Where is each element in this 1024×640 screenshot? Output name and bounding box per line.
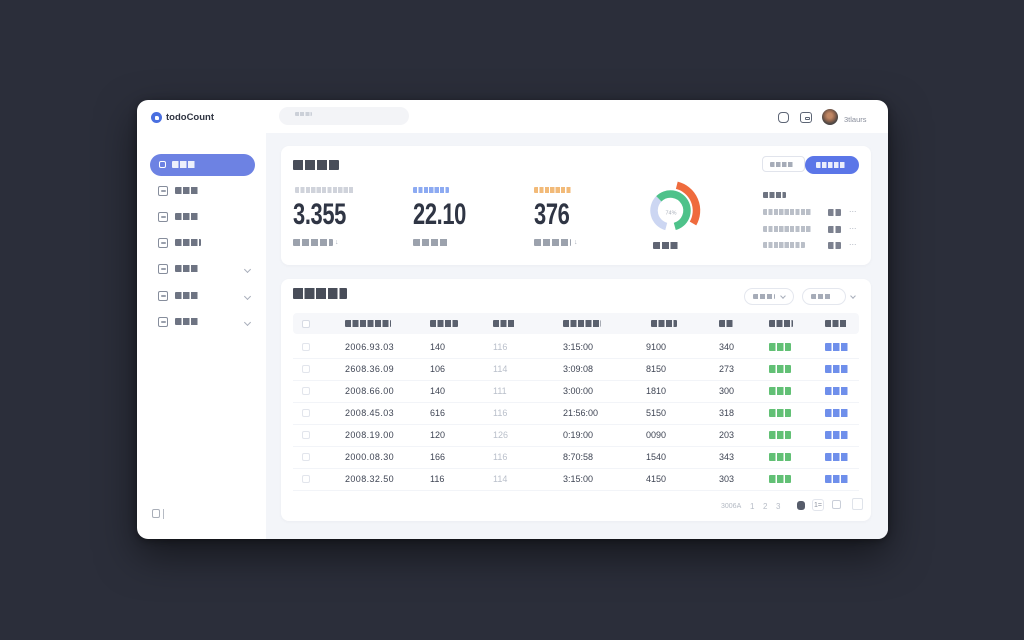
svg-text:74%: 74% (665, 211, 676, 217)
